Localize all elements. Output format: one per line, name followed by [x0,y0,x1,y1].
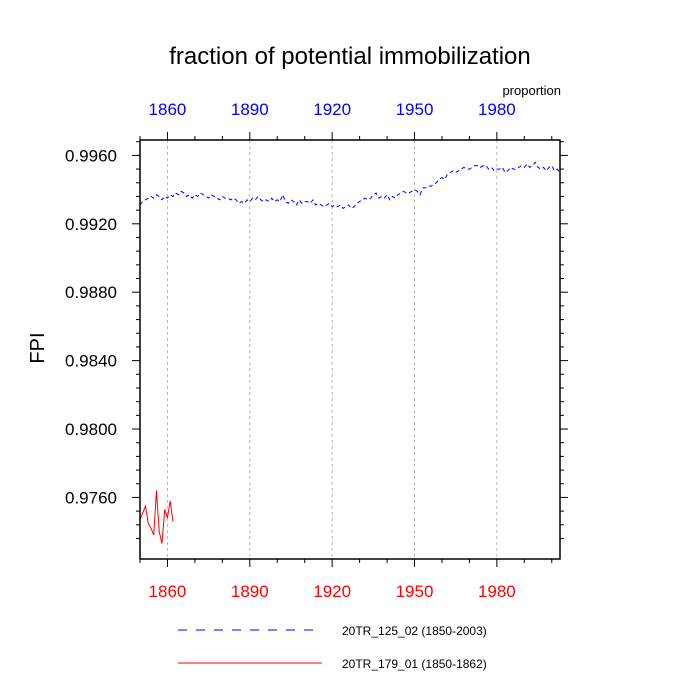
x-tick-label-top: 1890 [231,100,269,119]
x-tick-label-top: 1950 [396,100,434,119]
x-tick-label-top: 1920 [313,100,351,119]
y-tick-label: 0.9880 [65,283,117,302]
legend-label-series-2: 20TR_179_01 (1850-1862) [342,657,487,671]
tick-layer [132,132,568,567]
series-layer [139,161,561,544]
y-axis-title: FPI [27,332,49,363]
x-tick-label-top: 1980 [478,100,516,119]
x-tick-label-bottom: 1860 [149,582,187,601]
x-tick-label-bottom: 1920 [313,582,351,601]
top-axis-units-label: proportion [502,83,561,98]
series-line-2 [139,490,174,544]
x-tick-label-top: 1860 [149,100,187,119]
x-tick-label-bottom: 1980 [478,582,516,601]
legend: 20TR_125_02 (1850-2003) 20TR_179_01 (185… [178,624,487,671]
chart-title: fraction of potential immobilization [169,43,531,70]
x-tick-label-bottom: 1950 [396,582,434,601]
grid-layer [167,140,498,559]
y-tick-label: 0.9920 [65,215,117,234]
y-tick-label: 0.9760 [65,488,117,507]
x-tick-label-bottom: 1890 [231,582,269,601]
y-tick-label: 0.9800 [65,420,117,439]
series-line-1 [139,161,561,210]
y-tick-label: 0.9840 [65,352,117,371]
y-tick-label: 0.9960 [65,146,117,165]
legend-label-series-1: 20TR_125_02 (1850-2003) [342,624,487,638]
tick-label-layer: 1860 1860 1890 1890 1920 1920 1950 1950 1980 1980… [65,100,516,601]
plot-frame [139,139,561,560]
